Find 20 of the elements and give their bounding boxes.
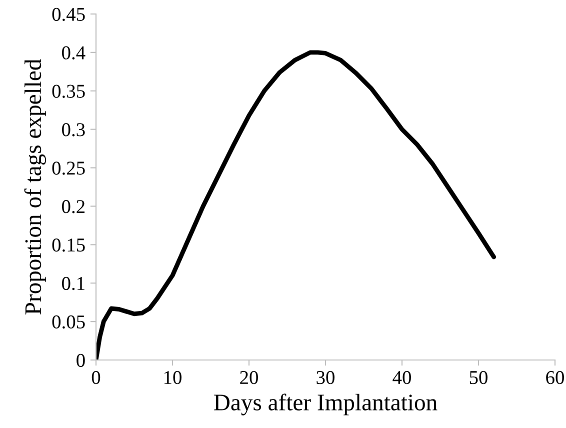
line-series [96,50,496,360]
x-tick-label: 0 [92,370,100,384]
y-tick-label: 0.15 [52,238,85,252]
y-tick-label: 0 [76,354,85,367]
y-tick-label: 0.4 [62,46,86,60]
y-tick-label: 0.25 [52,162,85,175]
x-tick-label: 60 [546,370,564,384]
y-tick-label: 0.05 [52,315,85,329]
y-tick-label: 0.35 [52,84,85,98]
y-tick-label: 0.3 [62,123,85,136]
x-axis-title: Days after Implantation [214,394,438,416]
x-tick-label: 20 [240,370,258,384]
x-tick-label: 40 [392,370,411,384]
y-axis-title: Proportion of tags expelled [24,59,46,315]
x-tick-label: 50 [470,370,488,384]
y-tick-label: 0.1 [62,276,84,290]
y-tick-label: 0.2 [62,200,85,214]
x-tick-label: 10 [164,370,182,384]
y-tick-label: 0.45 [52,8,85,22]
x-tick-label: 30 [316,370,334,384]
